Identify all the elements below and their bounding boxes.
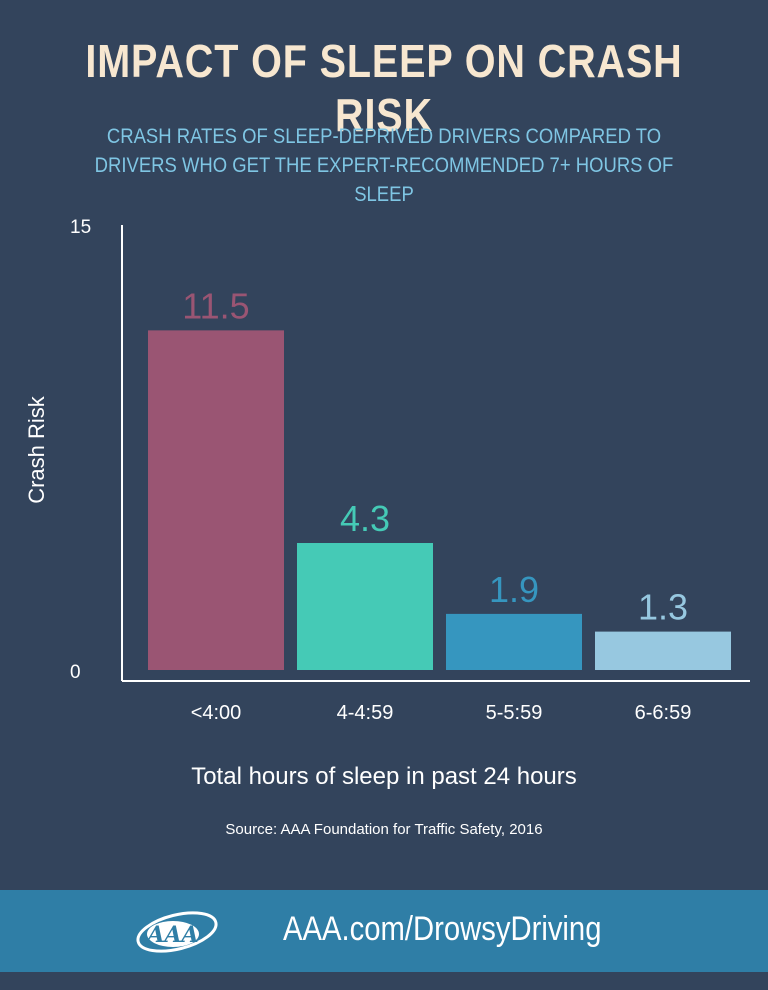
bar-value-label: 4.3 <box>340 498 390 539</box>
source-note: Source: AAA Foundation for Traffic Safet… <box>225 821 542 838</box>
bar <box>297 543 433 670</box>
x-tick-label: 4-4:59 <box>337 702 394 724</box>
y-axis-label: Crash Risk <box>24 395 49 504</box>
x-tick-label: 6-6:59 <box>635 702 692 724</box>
bar-value-label: 1.3 <box>638 587 688 628</box>
bar-value-label: 11.5 <box>182 285 249 326</box>
bar-chart: 15 0 Crash Risk 11.5 <4:00 4.3 4-4:59 1.9 5-5:59… <box>24 217 750 838</box>
page-title: IMPACT OF SLEEP ON CRASH RISK <box>85 35 683 141</box>
y-tick-label: 0 <box>70 662 81 683</box>
page-subtitle: CRASH RATES OF SLEEP-DEPRIVED DRIVERS CO… <box>94 125 674 206</box>
bar <box>595 631 731 670</box>
bar <box>446 613 582 670</box>
aaa-logo: AAA <box>136 911 218 953</box>
footer-bar: AAA AAA.com/DrowsyDriving <box>0 890 768 972</box>
x-tick-label: 5-5:59 <box>486 702 543 724</box>
x-tick-label: <4:00 <box>191 702 242 724</box>
svg-text:AAA: AAA <box>145 922 198 948</box>
y-tick-label: 15 <box>70 217 91 238</box>
x-axis-label: Total hours of sleep in past 24 hours <box>191 763 577 790</box>
bar <box>148 330 284 670</box>
footer-link[interactable]: AAA.com/DrowsyDriving <box>283 910 602 948</box>
bar-value-label: 1.9 <box>489 569 539 610</box>
